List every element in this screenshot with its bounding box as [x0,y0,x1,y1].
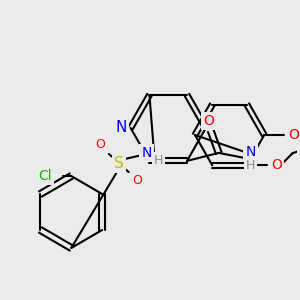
Text: N: N [141,146,152,160]
Text: O: O [289,128,299,142]
Text: H: H [154,154,163,167]
Text: O: O [271,158,282,172]
Text: O: O [203,114,214,128]
Text: N: N [245,145,256,159]
Text: Cl: Cl [38,169,52,183]
Text: O: O [95,139,105,152]
Text: S: S [114,155,124,170]
Text: H: H [246,159,255,172]
Text: N: N [115,121,126,136]
Text: O: O [133,175,142,188]
